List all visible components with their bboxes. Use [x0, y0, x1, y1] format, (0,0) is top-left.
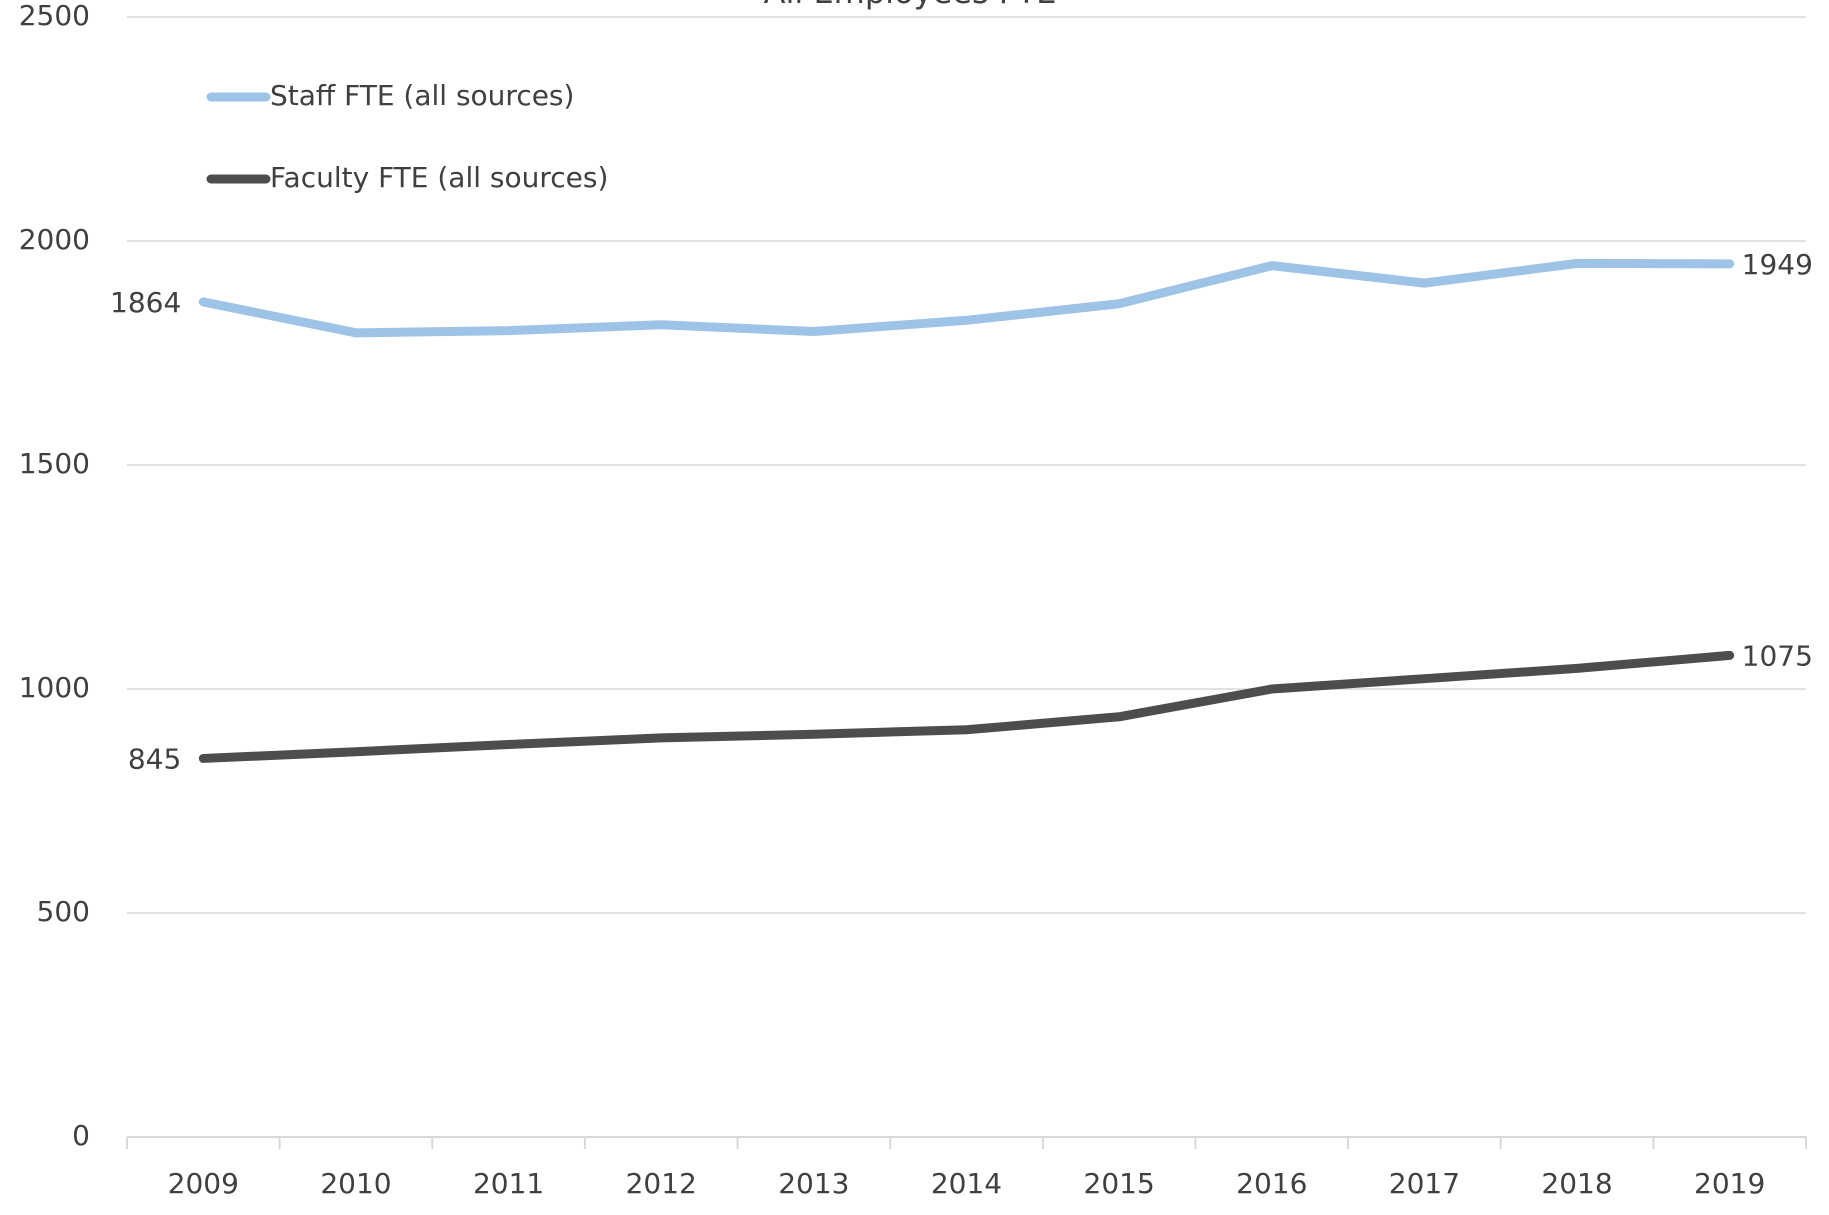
y-tick-label: 2500: [19, 0, 90, 32]
x-tick-label: 2017: [1389, 1167, 1460, 1200]
y-tick-label: 1000: [19, 671, 90, 704]
legend-label: Faculty FTE (all sources): [270, 161, 608, 194]
y-tick-label: 2000: [19, 223, 90, 256]
data-label: 1864: [110, 286, 181, 319]
y-tick-label: 500: [37, 895, 90, 928]
data-label: 845: [128, 742, 181, 775]
x-tick-label: 2011: [473, 1167, 544, 1200]
x-tick-label: 2019: [1694, 1167, 1765, 1200]
x-tick-label: 2010: [320, 1167, 391, 1200]
x-tick-label: 2009: [168, 1167, 239, 1200]
x-tick-label: 2014: [931, 1167, 1002, 1200]
legend-label: Staff FTE (all sources): [270, 79, 574, 112]
x-tick-label: 2016: [1236, 1167, 1307, 1200]
x-tick-label: 2018: [1541, 1167, 1612, 1200]
x-tick-label: 2015: [1084, 1167, 1155, 1200]
x-tick-label: 2013: [778, 1167, 849, 1200]
data-label: 1949: [1742, 248, 1813, 281]
x-tick-label: 2012: [626, 1167, 697, 1200]
y-tick-label: 0: [72, 1119, 90, 1152]
data-label: 1075: [1742, 639, 1813, 672]
series-line: [198, 258, 1735, 338]
series-line: [198, 650, 1735, 763]
chart-title: All Employees FTE: [764, 0, 1057, 11]
y-tick-label: 1500: [19, 447, 90, 480]
